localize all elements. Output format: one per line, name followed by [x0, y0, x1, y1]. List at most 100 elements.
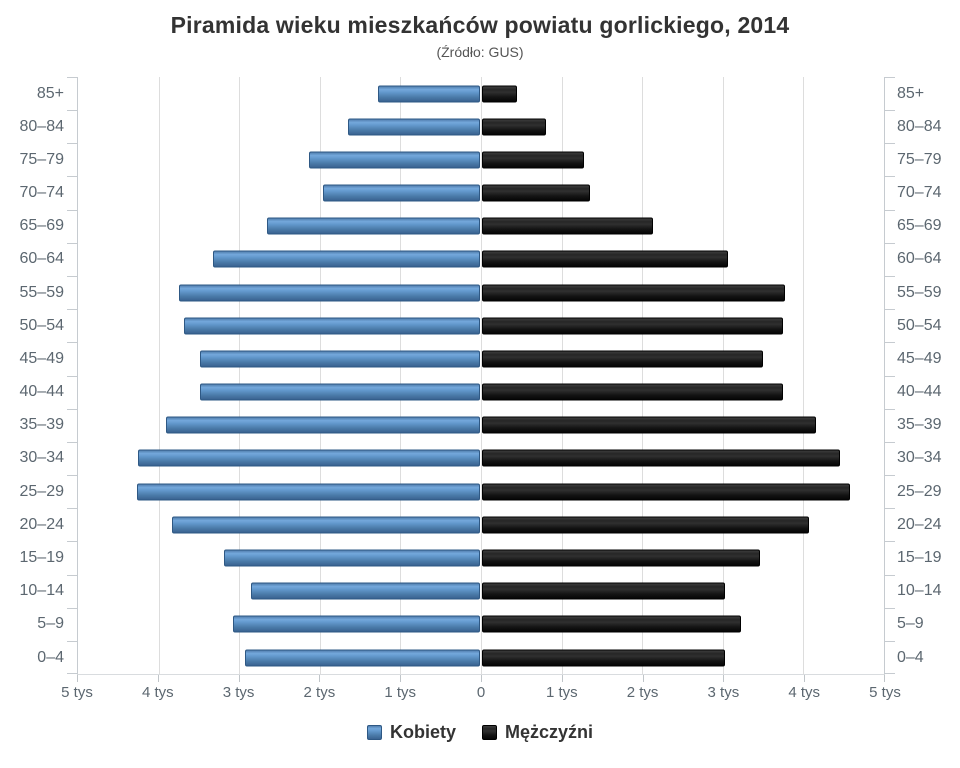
pyramid-row: 5–9 5–9 — [37, 608, 924, 641]
female-bar[interactable] — [136, 483, 480, 501]
female-bar[interactable] — [138, 449, 480, 467]
left-axis-tick — [67, 640, 77, 642]
gridline — [319, 77, 321, 674]
age-label-right: 60–64 — [897, 250, 942, 268]
male-half — [481, 309, 884, 342]
female-bar[interactable] — [200, 350, 480, 368]
male-bar[interactable] — [482, 350, 764, 368]
female-bar[interactable] — [178, 284, 480, 302]
age-label-left: 55–59 — [19, 283, 65, 301]
female-half — [78, 110, 481, 143]
age-label-left: 5–9 — [37, 615, 64, 633]
female-half — [78, 276, 481, 309]
age-label-left: 75–79 — [19, 150, 65, 168]
male-half — [481, 409, 884, 442]
x-axis-label: 2 tys — [303, 684, 336, 701]
male-bar[interactable] — [482, 85, 517, 103]
gridline — [642, 77, 644, 674]
age-label-left: 85+ — [36, 84, 64, 102]
age-label-left: 45–49 — [19, 349, 65, 367]
pyramid-row: 60–64 60–64 — [20, 243, 942, 276]
age-label-left: 70–74 — [19, 184, 65, 202]
male-half — [481, 177, 884, 210]
female-bar[interactable] — [223, 549, 480, 567]
male-bar[interactable] — [482, 284, 786, 302]
right-axis-tick — [885, 375, 895, 377]
x-axis-tick — [481, 675, 482, 682]
female-bar[interactable] — [244, 649, 480, 666]
chart-title: Piramida wieku mieszkańców powiatu gorli… — [170, 12, 790, 38]
male-bar[interactable] — [482, 184, 590, 202]
age-label-right: 5–9 — [897, 615, 924, 633]
x-axis: 5 tys 4 tys 3 tys 2 tys 1 tys 0 1 tys 2 tys 3 ty… — [61, 675, 901, 705]
female-bar[interactable] — [184, 317, 480, 335]
male-bar[interactable] — [482, 383, 784, 401]
x-axis-tick — [804, 675, 806, 682]
left-axis-tick — [67, 77, 77, 78]
female-bar[interactable] — [322, 184, 480, 202]
male-bar[interactable] — [482, 516, 810, 534]
pyramid-row: 85+ 85+ — [37, 77, 924, 110]
age-label-right: 30–34 — [897, 449, 942, 467]
x-axis-tick — [642, 675, 644, 682]
female-bar[interactable] — [267, 217, 480, 235]
x-axis-label: 4 tys — [141, 684, 174, 701]
male-bar[interactable] — [482, 416, 816, 434]
chart-container: Piramida wieku mieszkańców powiatu gorli… — [0, 12, 960, 768]
x-axis-tick — [238, 675, 240, 682]
pyramid-row: 65–69 65–69 — [20, 210, 942, 243]
right-axis-tick — [885, 143, 895, 145]
male-bar[interactable] — [482, 615, 741, 633]
male-half — [481, 442, 884, 475]
female-half — [78, 309, 481, 342]
female-bar[interactable] — [378, 85, 480, 103]
left-axis-tick — [67, 607, 77, 609]
x-axis-tick — [77, 675, 78, 682]
female-bar[interactable] — [166, 416, 480, 434]
male-bar[interactable] — [482, 582, 725, 600]
male-bar[interactable] — [482, 118, 546, 136]
female-bar[interactable] — [213, 250, 480, 268]
left-axis-tick — [67, 143, 77, 145]
male-bar[interactable] — [482, 151, 585, 169]
male-bar[interactable] — [482, 483, 851, 501]
male-swatch-icon — [481, 725, 497, 740]
female-half — [78, 442, 481, 475]
female-bar[interactable] — [347, 118, 480, 136]
gridline — [803, 77, 805, 674]
left-axis-tick — [67, 474, 77, 476]
age-label-right: 15–19 — [897, 548, 942, 566]
male-half — [481, 243, 884, 276]
male-half — [481, 110, 884, 143]
female-half — [78, 575, 481, 608]
female-bar[interactable] — [172, 516, 480, 534]
male-bar[interactable] — [482, 649, 725, 666]
gridline — [400, 77, 402, 674]
female-bar[interactable] — [251, 582, 480, 600]
female-bar[interactable] — [200, 383, 480, 401]
female-half — [78, 608, 481, 641]
pyramid-row: 50–54 50–54 — [20, 309, 942, 342]
x-axis-label: 2 tys — [626, 684, 659, 701]
legend: Kobiety Mężczyźni — [0, 722, 960, 743]
right-axis-tick — [885, 176, 895, 178]
legend-item-female[interactable]: Kobiety — [366, 722, 456, 743]
male-bar[interactable] — [482, 549, 761, 567]
female-half — [78, 77, 481, 110]
legend-label: Kobiety — [389, 722, 456, 742]
female-half — [78, 342, 481, 375]
female-bar[interactable] — [309, 151, 480, 169]
age-label-left: 40–44 — [19, 383, 65, 401]
male-bar[interactable] — [482, 449, 840, 467]
left-axis-tick — [67, 309, 77, 311]
left-axis-tick — [67, 342, 77, 344]
male-half — [481, 508, 884, 541]
male-bar[interactable] — [482, 217, 653, 235]
legend-item-male[interactable]: Mężczyźni — [481, 722, 593, 743]
age-label-left: 10–14 — [19, 582, 65, 600]
female-half — [78, 541, 481, 574]
male-bar[interactable] — [482, 250, 728, 268]
male-bar[interactable] — [482, 317, 784, 335]
pyramid-row: 75–79 75–79 — [20, 143, 942, 176]
female-bar[interactable] — [232, 615, 480, 633]
